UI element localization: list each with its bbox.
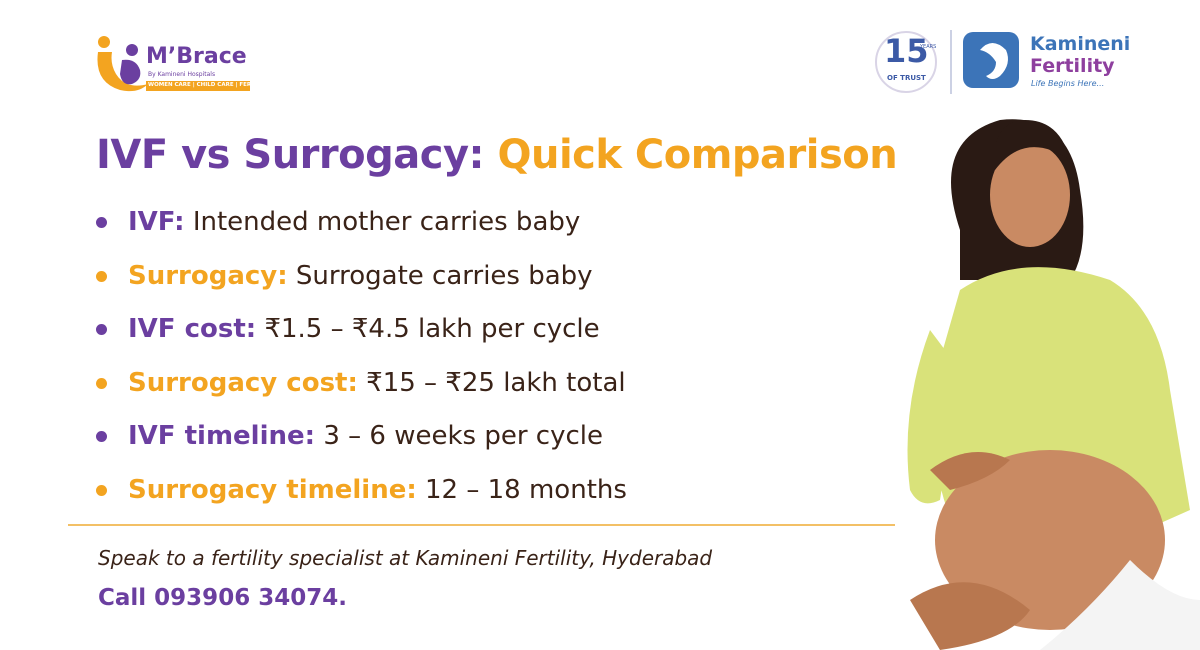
badge-number: 15 bbox=[884, 32, 929, 70]
item-label: IVF cost: bbox=[128, 314, 257, 345]
badge-unit: YEARS bbox=[920, 44, 937, 50]
item-text: Intended mother carries baby bbox=[192, 207, 581, 237]
title: IVF vs Surrogacy: Quick Comparison bbox=[96, 132, 898, 178]
footer-call: Call 093906 34074. bbox=[98, 585, 347, 611]
list-item: IVF timeline: 3 – 6 weeks per cycle bbox=[96, 414, 627, 468]
services-bar bbox=[146, 81, 250, 91]
title-part: IVF vs Surrogacy: bbox=[96, 132, 485, 178]
comparison-list: IVF: Intended mother carries baby Surroga… bbox=[96, 200, 627, 522]
item-text: 12 – 18 months bbox=[425, 474, 627, 505]
logo-services: WOMEN CARE | CHILD CARE | FERTILITY bbox=[148, 82, 270, 88]
footer-note: Speak to a fertility specialist at Kamin… bbox=[98, 546, 713, 570]
item-label: Surrogacy timeline: bbox=[128, 474, 417, 505]
badge-ring bbox=[875, 31, 937, 93]
list-item: IVF cost: ₹1.5 – ₹4.5 lakh per cycle bbox=[96, 307, 627, 361]
list-item: Surrogacy timeline: 12 – 18 months bbox=[96, 468, 627, 522]
item-text: ₹1.5 – ₹4.5 lakh per cycle bbox=[264, 314, 600, 345]
list-item: IVF: Intended mother carries baby bbox=[96, 200, 627, 254]
item-label: IVF: bbox=[128, 207, 185, 237]
list-item: Surrogacy: Surrogate carries baby bbox=[96, 254, 627, 308]
partner-tagline: Life Begins Here... bbox=[1031, 79, 1105, 88]
item-text: ₹15 – ₹25 lakh total bbox=[366, 367, 626, 398]
item-label: IVF timeline: bbox=[128, 421, 316, 452]
partner-name: Kamineni bbox=[1030, 33, 1131, 55]
partner-icon-glyph bbox=[980, 43, 1008, 79]
logo-tagline: By Kamineni Hospitals bbox=[148, 71, 216, 78]
logo-mark bbox=[97, 36, 148, 92]
logo-name: M’Brace bbox=[146, 44, 247, 69]
partner-name: Fertility bbox=[1030, 55, 1115, 77]
divider bbox=[68, 524, 895, 526]
item-label: Surrogacy cost: bbox=[128, 367, 358, 398]
photo bbox=[907, 119, 1200, 650]
partner-icon bbox=[963, 32, 1019, 88]
item-text: Surrogate carries baby bbox=[295, 260, 593, 291]
list-item: Surrogacy cost: ₹15 – ₹25 lakh total bbox=[96, 361, 627, 415]
badge-caption: OF TRUST bbox=[887, 74, 926, 82]
title-part: Quick Comparison bbox=[497, 132, 898, 178]
item-label: Surrogacy: bbox=[128, 260, 288, 291]
item-text: 3 – 6 weeks per cycle bbox=[323, 421, 603, 452]
